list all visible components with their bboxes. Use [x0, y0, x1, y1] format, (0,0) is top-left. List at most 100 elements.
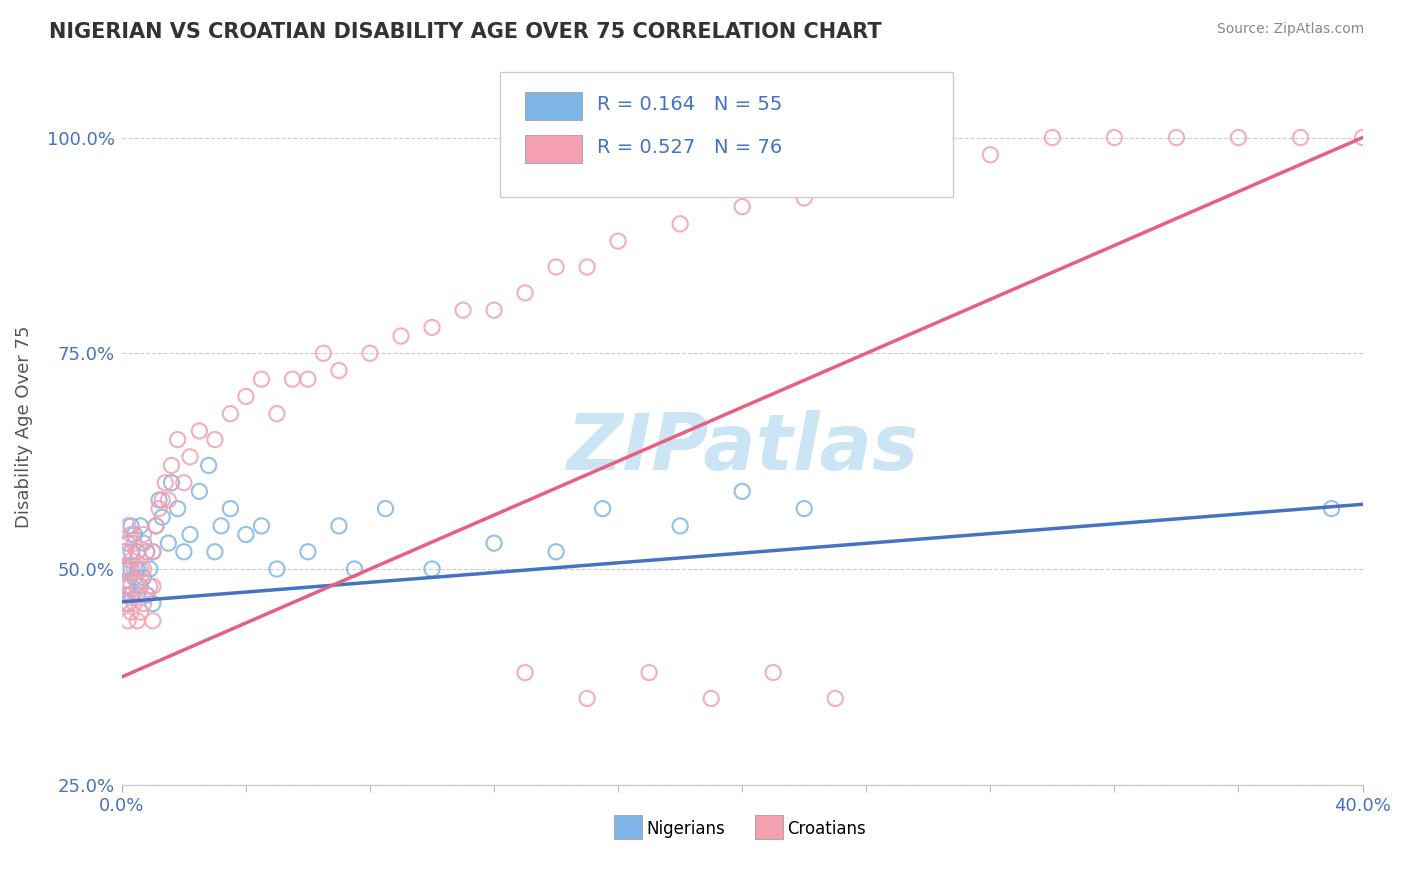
Point [669, 217, 692, 231]
Point [824, 691, 846, 706]
Point [135, 588, 157, 602]
Point [266, 562, 288, 576]
Point [219, 407, 242, 421]
Point [129, 605, 152, 619]
Point [117, 519, 139, 533]
Point [1227, 130, 1250, 145]
Point [546, 545, 568, 559]
Point [145, 519, 167, 533]
Point [513, 665, 536, 680]
Point [122, 571, 145, 585]
Point [132, 562, 155, 576]
Point [127, 579, 149, 593]
Point [132, 597, 155, 611]
Point [793, 191, 815, 205]
Point [114, 597, 136, 611]
Point [1040, 130, 1063, 145]
Point [150, 493, 173, 508]
Point [129, 562, 152, 576]
Point [129, 519, 152, 533]
Point [793, 501, 815, 516]
Point [250, 372, 273, 386]
Point [546, 260, 568, 274]
Point [343, 562, 366, 576]
Point [420, 562, 443, 576]
Point [132, 527, 155, 541]
Point [482, 303, 505, 318]
Point [117, 614, 139, 628]
Point [114, 588, 136, 602]
Point [148, 493, 170, 508]
Point [150, 510, 173, 524]
Point [1351, 130, 1374, 145]
Point [120, 553, 142, 567]
Point [328, 363, 350, 377]
Point [576, 260, 599, 274]
Point [114, 562, 136, 576]
Point [127, 588, 149, 602]
Point [120, 562, 142, 576]
Point [120, 545, 142, 559]
Point [731, 200, 754, 214]
Point [127, 614, 149, 628]
Point [142, 614, 165, 628]
Point [135, 545, 157, 559]
Point [142, 579, 165, 593]
Point [281, 372, 304, 386]
Point [139, 579, 162, 593]
FancyBboxPatch shape [524, 135, 582, 163]
Point [114, 579, 136, 593]
Point [114, 562, 136, 576]
Point [114, 545, 136, 559]
Point [312, 346, 335, 360]
Point [235, 527, 257, 541]
Point [731, 484, 754, 499]
Point [135, 588, 157, 602]
Text: R = 0.164   N = 55: R = 0.164 N = 55 [598, 95, 782, 114]
Text: Source: ZipAtlas.com: Source: ZipAtlas.com [1216, 22, 1364, 37]
Point [127, 545, 149, 559]
Point [451, 303, 474, 318]
Point [142, 545, 165, 559]
FancyBboxPatch shape [501, 72, 953, 197]
Text: R = 0.527   N = 76: R = 0.527 N = 76 [598, 137, 782, 157]
Point [607, 234, 630, 248]
Point [114, 579, 136, 593]
Point [219, 501, 242, 516]
Point [197, 458, 219, 473]
Point [122, 536, 145, 550]
Point [374, 501, 396, 516]
Point [122, 597, 145, 611]
Text: NIGERIAN VS CROATIAN DISABILITY AGE OVER 75 CORRELATION CHART: NIGERIAN VS CROATIAN DISABILITY AGE OVER… [49, 22, 882, 42]
Point [117, 579, 139, 593]
Point [132, 536, 155, 550]
Point [700, 691, 723, 706]
Point [166, 501, 188, 516]
Point [160, 458, 183, 473]
Point [117, 597, 139, 611]
Point [482, 536, 505, 550]
Point [359, 346, 381, 360]
Point [1104, 130, 1126, 145]
Point [142, 597, 165, 611]
Y-axis label: Disability Age Over 75: Disability Age Over 75 [15, 326, 32, 528]
Point [173, 475, 195, 490]
Point [122, 527, 145, 541]
Point [188, 424, 211, 438]
Point [117, 588, 139, 602]
Point [122, 562, 145, 576]
Point [145, 519, 167, 533]
Point [669, 519, 692, 533]
Point [157, 493, 180, 508]
Point [157, 536, 180, 550]
Point [142, 545, 165, 559]
Text: Croatians: Croatians [787, 821, 866, 838]
Point [328, 519, 350, 533]
Point [638, 665, 661, 680]
Point [117, 536, 139, 550]
Point [1166, 130, 1188, 145]
Point [762, 665, 785, 680]
Point [297, 372, 319, 386]
Point [120, 519, 142, 533]
Point [188, 484, 211, 499]
